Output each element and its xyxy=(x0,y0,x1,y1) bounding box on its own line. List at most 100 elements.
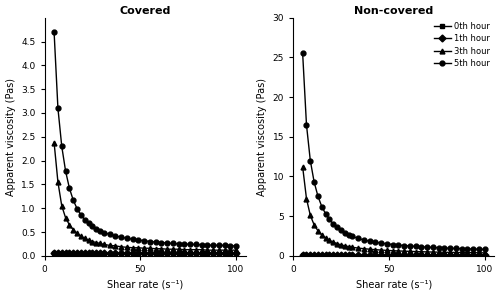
0th hour xyxy=(458,254,464,257)
1th hour xyxy=(315,254,321,257)
5th hour xyxy=(112,234,118,238)
3th hour xyxy=(204,248,210,252)
5th hour xyxy=(424,245,430,249)
1th hour xyxy=(319,254,325,257)
1th hour xyxy=(164,252,170,255)
1th hour xyxy=(430,254,436,257)
3th hour xyxy=(86,238,91,242)
5th hour xyxy=(118,235,124,239)
0th hour xyxy=(176,252,182,256)
0th hour xyxy=(130,252,136,256)
5th hour xyxy=(442,246,448,250)
0th hour xyxy=(210,252,216,256)
1th hour xyxy=(70,252,76,255)
3th hour xyxy=(222,248,228,252)
5th hour xyxy=(447,246,453,250)
3th hour xyxy=(51,141,57,144)
3th hour xyxy=(164,248,170,251)
5th hour xyxy=(407,244,413,248)
Line: 0th hour: 0th hour xyxy=(300,253,487,258)
5th hour xyxy=(70,198,76,202)
0th hour xyxy=(342,254,348,257)
0th hour xyxy=(97,252,103,256)
3th hour xyxy=(396,249,402,253)
Line: 0th hour: 0th hour xyxy=(52,251,238,256)
3th hour xyxy=(322,236,328,240)
1th hour xyxy=(366,254,372,257)
3th hour xyxy=(330,240,336,244)
1th hour xyxy=(78,252,84,255)
1th hour xyxy=(300,254,306,257)
3th hour xyxy=(334,242,340,245)
5th hour xyxy=(338,229,344,232)
3th hour xyxy=(193,248,199,251)
5th hour xyxy=(401,244,407,247)
3th hour xyxy=(412,250,418,253)
5th hour xyxy=(222,244,228,247)
5th hour xyxy=(384,242,390,246)
1th hour xyxy=(350,254,356,257)
5th hour xyxy=(182,242,188,246)
3th hour xyxy=(346,245,352,248)
5th hour xyxy=(300,52,306,55)
Line: 5th hour: 5th hour xyxy=(300,51,487,252)
5th hour xyxy=(228,244,234,248)
3th hour xyxy=(361,247,367,250)
5th hour xyxy=(124,237,130,240)
5th hour xyxy=(74,207,80,210)
0th hour xyxy=(326,254,332,257)
5th hour xyxy=(482,248,488,251)
5th hour xyxy=(378,241,384,245)
5th hour xyxy=(86,221,91,225)
5th hour xyxy=(308,159,314,162)
0th hour xyxy=(90,252,96,256)
3th hour xyxy=(170,248,176,251)
5th hour xyxy=(193,243,199,246)
0th hour xyxy=(55,252,61,256)
1th hour xyxy=(170,252,176,255)
0th hour xyxy=(407,254,413,257)
3th hour xyxy=(82,237,87,240)
3th hour xyxy=(436,250,442,254)
5th hour xyxy=(78,213,84,217)
1th hour xyxy=(158,252,164,255)
5th hour xyxy=(458,247,464,250)
1th hour xyxy=(476,254,482,257)
5th hour xyxy=(350,235,356,238)
3th hour xyxy=(482,251,488,255)
5th hour xyxy=(418,245,424,249)
1th hour xyxy=(361,254,367,257)
3th hour xyxy=(210,248,216,252)
3th hour xyxy=(136,246,141,250)
0th hour xyxy=(118,252,124,256)
1th hour xyxy=(355,254,361,257)
3th hour xyxy=(342,244,348,248)
0th hour xyxy=(86,252,91,256)
5th hour xyxy=(82,218,87,222)
3th hour xyxy=(74,232,80,235)
3th hour xyxy=(70,228,76,232)
5th hour xyxy=(315,195,321,198)
5th hour xyxy=(334,225,340,229)
3th hour xyxy=(198,248,204,251)
0th hour xyxy=(482,254,488,257)
3th hour xyxy=(78,235,84,238)
3th hour xyxy=(390,249,396,253)
5th hour xyxy=(366,240,372,243)
5th hour xyxy=(476,248,482,251)
1th hour xyxy=(176,252,182,255)
1th hour xyxy=(338,254,344,257)
0th hour xyxy=(338,254,344,257)
1th hour xyxy=(308,254,314,257)
0th hour xyxy=(106,252,112,256)
5th hour xyxy=(430,246,436,249)
5th hour xyxy=(59,145,65,148)
3th hour xyxy=(384,249,390,252)
1th hour xyxy=(152,252,158,255)
X-axis label: Shear rate (s⁻¹): Shear rate (s⁻¹) xyxy=(107,279,183,289)
0th hour xyxy=(216,252,222,256)
1th hour xyxy=(90,252,96,255)
3th hour xyxy=(66,223,72,227)
1th hour xyxy=(222,252,228,255)
3th hour xyxy=(118,245,124,249)
